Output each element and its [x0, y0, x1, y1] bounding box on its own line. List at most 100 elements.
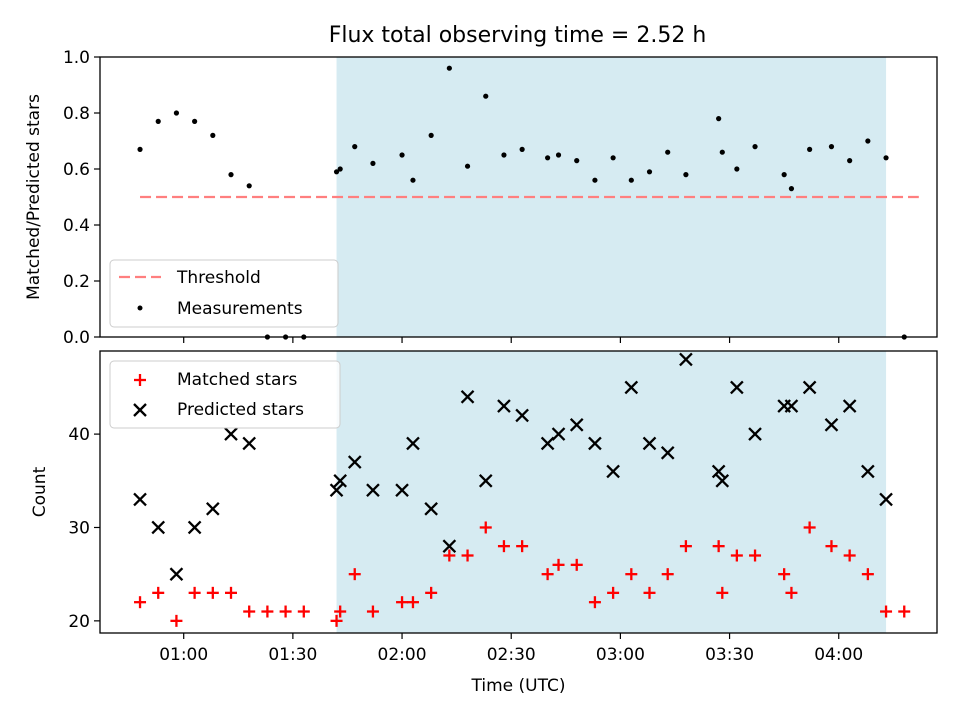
predicted-star-point	[540, 436, 555, 451]
matched-star-point	[898, 605, 911, 618]
measurement-point	[683, 172, 689, 178]
predicted-star-point	[478, 473, 493, 488]
matched-star-point	[607, 586, 620, 599]
predicted-star-point	[606, 464, 620, 479]
matched-star-point	[406, 596, 419, 609]
matched-star-point	[712, 540, 725, 553]
predicted-star-point	[679, 352, 693, 367]
measurement-point	[173, 110, 180, 116]
chart-title: Flux total observing time = 2.52 h	[329, 23, 707, 48]
matched-star-point	[730, 549, 743, 562]
ratio-legend: Threshold Measurements	[109, 259, 339, 328]
matched-star-point	[334, 605, 347, 618]
measurement-point	[352, 144, 358, 150]
measurement-point	[592, 177, 598, 183]
predicted-stars-points	[133, 352, 893, 581]
predicted-star-point	[551, 427, 566, 441]
ratio-y-axis-label: Matched/Predicted stars	[24, 94, 44, 300]
matched-star-point	[330, 614, 343, 627]
predicted-star-point	[366, 483, 380, 497]
predicted-star-point	[424, 501, 438, 516]
matched-star-point	[570, 558, 583, 571]
measurement-point	[555, 152, 562, 158]
measurement-point	[228, 172, 234, 178]
ratio-y-tick-label: 0.4	[63, 216, 90, 236]
count-x-tick-label: 03:00	[596, 645, 645, 665]
observing-span-bottom	[336, 351, 887, 633]
matched-star-point	[188, 586, 201, 599]
ratio-x-ticks	[183, 337, 840, 343]
measurement-point	[337, 166, 343, 172]
matched-star-point	[348, 568, 361, 581]
predicted-star-point	[395, 483, 409, 497]
predicted-star-point	[187, 520, 202, 535]
legend-threshold-label: Threshold	[176, 268, 261, 288]
legend-matched-swatch	[134, 374, 146, 386]
matched-star-point	[479, 521, 492, 534]
matched-star-point	[679, 540, 692, 553]
predicted-star-point	[242, 436, 257, 451]
matched-stars-points	[134, 521, 911, 627]
legend-matched-label: Matched stars	[177, 370, 297, 390]
matched-star-point	[749, 549, 762, 562]
measurement-point	[501, 152, 507, 158]
matched-star-point	[785, 586, 798, 599]
matched-star-point	[396, 596, 409, 609]
measurement-point	[865, 138, 871, 144]
measurement-point	[333, 169, 340, 175]
predicted-star-point	[406, 436, 420, 451]
count-x-tick-label: 02:00	[378, 645, 427, 665]
predicted-star-point	[169, 567, 184, 581]
matched-star-point	[541, 568, 554, 581]
measurement-points	[137, 65, 907, 340]
matched-star-point	[588, 596, 601, 609]
measurement-point	[665, 149, 671, 155]
matched-star-point	[497, 540, 510, 553]
measurement-point	[719, 149, 725, 155]
measurement-point	[519, 146, 525, 152]
measurement-point	[646, 169, 653, 175]
matched-star-point	[279, 605, 292, 618]
measurement-point	[734, 166, 740, 172]
matched-star-point	[225, 586, 238, 599]
matched-star-point	[880, 605, 893, 618]
matched-star-point	[803, 521, 816, 534]
measurement-point	[788, 186, 795, 192]
ratio-y-tick-label: 0.0	[63, 328, 90, 348]
measurement-point	[370, 160, 376, 166]
ratio-panel: 0.0 0.2 0.4 0.6 0.8 1.0 Flux total observing …	[24, 23, 938, 348]
count-y-ticks: 20 30 40	[68, 425, 100, 632]
matched-star-point	[516, 540, 529, 553]
count-x-tick-label: 04:00	[814, 645, 863, 665]
predicted-star-point	[224, 427, 238, 441]
predicted-star-point	[497, 399, 511, 413]
predicted-star-point	[730, 380, 744, 395]
predicted-star-point	[133, 492, 147, 507]
predicted-star-point	[715, 473, 730, 488]
measurement-point	[210, 132, 216, 138]
predicted-star-point	[642, 436, 657, 451]
matched-star-point	[134, 596, 147, 609]
matched-star-point	[366, 605, 379, 618]
count-legend: Matched stars Predicted stars	[109, 360, 341, 429]
measurement-point	[883, 155, 889, 161]
ratio-axes-frame	[99, 56, 938, 338]
ratio-y-tick-label: 0.6	[63, 160, 90, 180]
measurement-point	[483, 93, 489, 99]
predicted-star-point	[660, 445, 675, 460]
count-x-tick-label: 01:00	[159, 645, 208, 665]
matched-star-point	[843, 549, 856, 562]
matched-star-point	[206, 586, 219, 599]
measurement-point	[155, 118, 161, 124]
measurement-point	[781, 172, 787, 178]
matched-star-point	[861, 568, 874, 581]
matched-star-point	[643, 586, 656, 599]
legend-measurements-label: Measurements	[177, 299, 303, 319]
measurement-point	[828, 144, 835, 150]
x-axis-label: Time (UTC)	[471, 676, 566, 696]
predicted-star-point	[861, 464, 875, 479]
matched-star-point	[261, 605, 274, 618]
count-panel: 20 30 40 01:00 01:30 02:00 02:30 03:00 03:30 04:…	[30, 350, 938, 696]
predicted-star-point	[329, 483, 344, 497]
